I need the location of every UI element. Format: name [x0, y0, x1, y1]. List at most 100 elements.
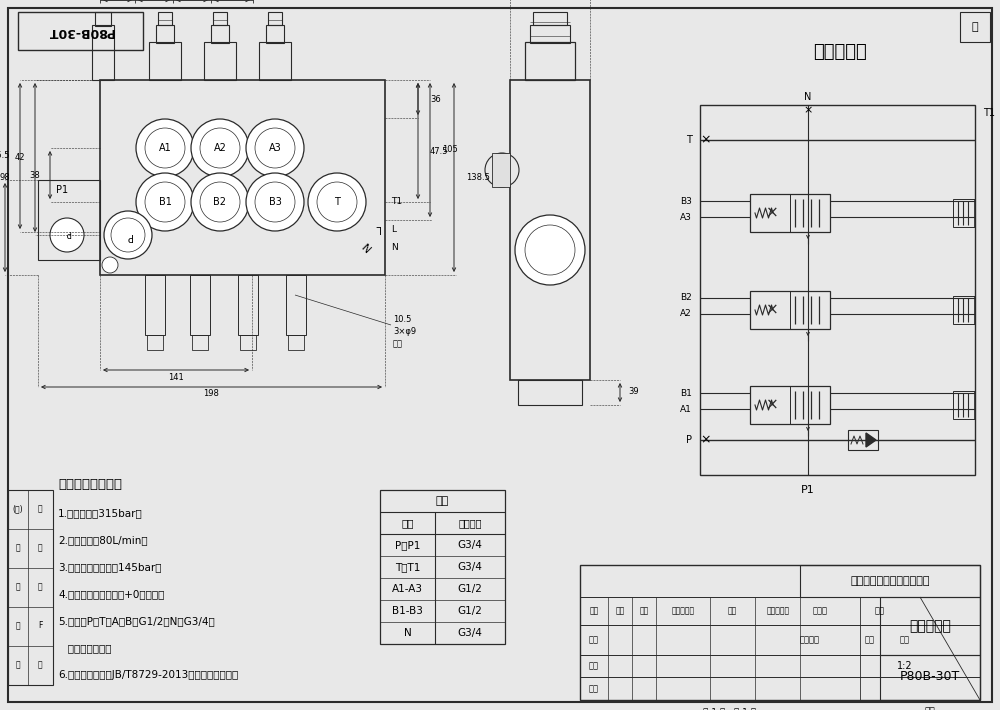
- Circle shape: [246, 119, 304, 177]
- Bar: [204, 42, 236, 80]
- Text: 螺纹规格: 螺纹规格: [458, 518, 482, 528]
- Bar: [147, 335, 163, 350]
- Text: 38: 38: [29, 170, 40, 180]
- Circle shape: [515, 215, 585, 285]
- Text: 工: 工: [16, 621, 20, 630]
- Circle shape: [191, 119, 249, 177]
- Text: 标记: 标记: [589, 606, 599, 616]
- Text: P、P1: P、P1: [395, 540, 420, 550]
- Text: 设计: 设计: [589, 635, 599, 645]
- Text: A2: A2: [214, 143, 226, 153]
- Text: 198: 198: [204, 390, 219, 398]
- Bar: [286, 275, 306, 335]
- Text: 2.公称流量：80L/min；: 2.公称流量：80L/min；: [58, 535, 148, 545]
- Bar: [700, 105, 975, 475]
- Text: A2: A2: [680, 310, 692, 319]
- Text: ×: ×: [766, 205, 778, 221]
- Bar: [953, 199, 975, 227]
- Text: N: N: [391, 244, 398, 253]
- Text: 均为平面密封；: 均为平面密封；: [58, 643, 112, 653]
- Text: 47.5: 47.5: [430, 146, 448, 155]
- Text: 105: 105: [442, 146, 458, 155]
- Text: 1:2: 1:2: [897, 661, 913, 671]
- Bar: [953, 296, 975, 324]
- Bar: [580, 565, 980, 700]
- Bar: [750, 291, 830, 329]
- Text: P: P: [686, 435, 692, 445]
- Bar: [238, 275, 258, 335]
- Text: 10.5: 10.5: [393, 315, 411, 324]
- Text: B1: B1: [159, 197, 171, 207]
- Bar: [750, 386, 830, 424]
- Bar: [518, 380, 582, 405]
- Text: A1-A3: A1-A3: [392, 584, 423, 594]
- Text: 3.溢流阀调定压力：145bar；: 3.溢流阀调定压力：145bar；: [58, 562, 162, 572]
- Bar: [848, 430, 878, 450]
- Circle shape: [111, 218, 145, 252]
- Text: ×: ×: [701, 133, 711, 146]
- Text: 通孔: 通孔: [393, 339, 403, 349]
- Text: G1/2: G1/2: [458, 606, 482, 616]
- Text: F: F: [38, 621, 42, 630]
- Text: 阶段标记: 阶段标记: [800, 635, 820, 645]
- Circle shape: [102, 257, 118, 273]
- Bar: [259, 42, 291, 80]
- Text: P: P: [66, 229, 72, 238]
- Circle shape: [525, 225, 575, 275]
- Text: B2: B2: [680, 293, 692, 302]
- Text: T、T1: T、T1: [395, 562, 420, 572]
- Text: B3: B3: [680, 197, 692, 205]
- Text: 比例: 比例: [900, 635, 910, 645]
- Bar: [492, 153, 510, 187]
- Bar: [530, 25, 570, 43]
- Bar: [211, 25, 229, 43]
- Text: N: N: [361, 239, 373, 251]
- Text: 批准: 批准: [925, 707, 935, 710]
- Text: 4.控制方式：手动控制+0型阀杆；: 4.控制方式：手动控制+0型阀杆；: [58, 589, 164, 599]
- Bar: [533, 12, 567, 25]
- Text: 月: 月: [38, 505, 42, 513]
- Text: 6.产品验收标准按JB/T8729-2013液压多路换向阀。: 6.产品验收标准按JB/T8729-2013液压多路换向阀。: [58, 670, 238, 680]
- Bar: [288, 335, 304, 350]
- Text: B2: B2: [214, 197, 226, 207]
- Bar: [525, 42, 575, 80]
- Circle shape: [50, 218, 84, 252]
- Bar: [100, 80, 385, 275]
- Circle shape: [145, 128, 185, 168]
- Text: 审: 审: [16, 582, 20, 591]
- Text: 3×φ9: 3×φ9: [393, 327, 416, 337]
- Text: 山东舆駅液压科技有限公司: 山东舆駅液压科技有限公司: [850, 576, 930, 586]
- Bar: [38, 180, 100, 260]
- Text: 准: 准: [38, 660, 42, 670]
- Bar: [192, 335, 208, 350]
- Bar: [880, 655, 980, 700]
- Text: T1: T1: [983, 108, 995, 118]
- Bar: [156, 25, 174, 43]
- Circle shape: [317, 182, 357, 222]
- Bar: [880, 597, 980, 655]
- Text: 批: 批: [16, 660, 20, 670]
- Bar: [213, 12, 227, 25]
- Circle shape: [145, 182, 185, 222]
- Text: P80B-30T: P80B-30T: [46, 25, 114, 38]
- Text: 141: 141: [168, 373, 184, 381]
- Bar: [18, 12, 143, 50]
- Circle shape: [191, 173, 249, 231]
- Text: 校对: 校对: [589, 662, 599, 670]
- Text: G3/4: G3/4: [458, 540, 482, 550]
- Circle shape: [255, 128, 295, 168]
- Bar: [190, 275, 210, 335]
- Circle shape: [104, 211, 152, 259]
- Text: 42: 42: [14, 153, 25, 162]
- Text: A3: A3: [269, 143, 281, 153]
- Text: 类型: 类型: [875, 606, 885, 616]
- Text: (份): (份): [13, 505, 23, 513]
- Text: 5.油口：P、T、A、B为G1/2；N为G3/4；: 5.油口：P、T、A、B为G1/2；N为G3/4；: [58, 616, 215, 626]
- Text: N: N: [404, 628, 411, 638]
- Text: B1-B3: B1-B3: [392, 606, 423, 616]
- Text: 交: 交: [972, 22, 978, 32]
- Text: T: T: [334, 197, 340, 207]
- Text: 138.5: 138.5: [466, 173, 490, 182]
- Bar: [266, 25, 284, 43]
- Bar: [380, 490, 505, 644]
